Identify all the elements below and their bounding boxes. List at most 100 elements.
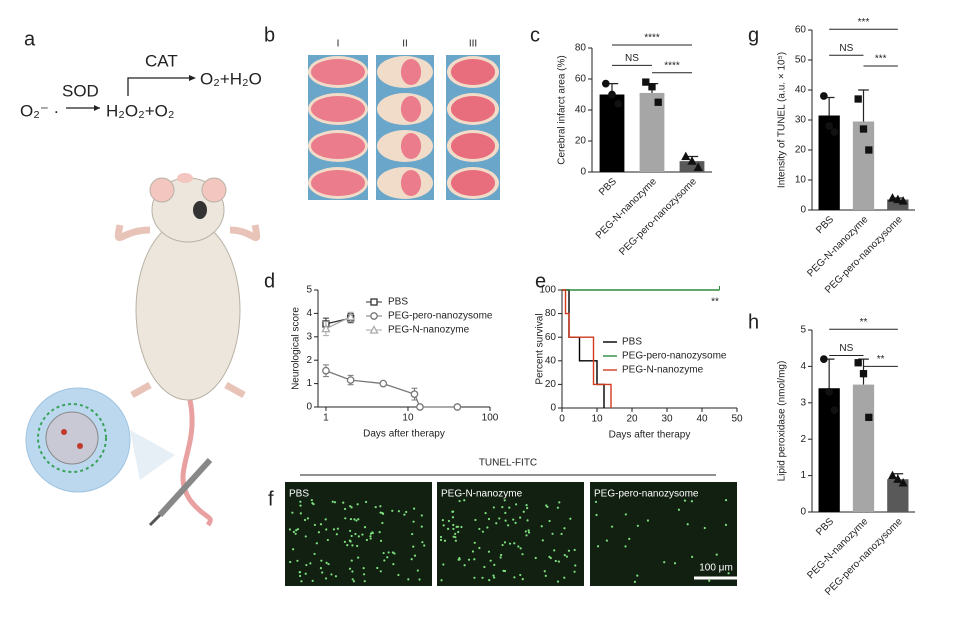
brain-photos (308, 55, 500, 200)
cell-dot (298, 574, 302, 578)
marker (370, 298, 378, 306)
cell-dot (569, 517, 572, 520)
slice-tissue (450, 59, 496, 85)
cell-dot (343, 507, 347, 511)
cell-dot (295, 529, 298, 532)
cell-dot (504, 511, 507, 514)
cell-dot (624, 545, 627, 548)
panel-label: h (748, 311, 759, 333)
bar (852, 384, 875, 512)
cell-dot (573, 570, 576, 573)
x-tick-label: PEG-N-nanozyme (805, 214, 870, 279)
cell-dot (515, 503, 518, 506)
cell-dot (412, 545, 415, 548)
y-tick-label: 30 (795, 115, 807, 126)
arrow (127, 77, 190, 96)
cell-dot (376, 566, 379, 570)
cell-dot (310, 498, 313, 502)
marker (854, 359, 862, 367)
cell-dot (289, 560, 292, 564)
y-tick-label: 20 (575, 136, 587, 147)
cell-dot (525, 534, 528, 537)
cell-dot (423, 544, 426, 547)
y-tick-label: 20 (545, 379, 557, 390)
cell-dot (504, 519, 507, 522)
x-tick-label: 30 (661, 414, 673, 425)
cell-dot (369, 537, 372, 540)
cell-dot (543, 570, 546, 573)
cell-dot (355, 519, 358, 522)
cell-dot (594, 500, 598, 504)
cell-dot (493, 563, 496, 566)
cell-dot (513, 576, 516, 579)
cell-dot (369, 535, 372, 538)
cell-dot (346, 544, 349, 547)
y-tick-label: 80 (575, 43, 587, 54)
x-tick-label: 100 (482, 413, 499, 424)
scheme-intermediate: H₂O₂+O₂ (106, 101, 174, 120)
cell-dot (498, 517, 501, 520)
cell-dot (500, 553, 503, 557)
cell-dot (320, 559, 323, 562)
cell-dot (636, 524, 639, 527)
marker (893, 194, 903, 204)
slice-tissue (450, 133, 496, 159)
cell-dot (541, 539, 544, 542)
cell-dot (548, 519, 551, 523)
slice-tissue (311, 170, 365, 196)
cell-dot (447, 519, 450, 523)
cell-dot (397, 573, 400, 577)
cell-dot (522, 510, 525, 513)
x-tick-label: 10 (591, 414, 603, 425)
legend-label: PEG-N-nanozyme (388, 325, 470, 336)
cell-dot (526, 507, 529, 510)
bar (887, 479, 909, 512)
cell-dot (454, 539, 457, 542)
cell-dot (405, 510, 408, 514)
cell-dot (636, 574, 639, 577)
marker (819, 355, 828, 363)
y-tick-label: 40 (575, 105, 587, 116)
y-axis-label: Intensity of TUNEL (a.u. × 10⁵) (777, 52, 788, 188)
cell-dot (452, 527, 455, 531)
cell-dot (527, 529, 530, 532)
y-axis-label: Cerebral infarct area (%) (557, 55, 568, 164)
cell-dot (563, 554, 566, 557)
cell-dot (324, 518, 327, 521)
significance-label: *** (875, 54, 887, 65)
x-tick-label: PBS (814, 516, 836, 538)
cell-dot (325, 528, 328, 531)
image-label: PEG-pero-nanozysome (594, 489, 699, 500)
cell-dot (478, 527, 481, 531)
cell-dot (420, 514, 423, 517)
cell-dot (691, 555, 694, 558)
cell-dot (349, 517, 353, 521)
y-tick-label: 0 (800, 205, 806, 216)
micrographs (285, 482, 737, 586)
cell-dot (344, 517, 347, 520)
marker (321, 323, 331, 333)
marker (346, 376, 355, 384)
series-line (325, 370, 458, 408)
cell-dot (362, 567, 365, 570)
cell-dot (546, 505, 549, 508)
cell-dot (683, 499, 687, 502)
cell-dot (499, 556, 502, 559)
cell-dot (478, 546, 481, 550)
cell-dot (501, 543, 504, 547)
cell-dot (484, 511, 487, 515)
cell-dot (487, 517, 491, 521)
cell-dot (481, 576, 484, 579)
cell-dot (393, 552, 396, 555)
marker (369, 325, 379, 334)
cell-dot (304, 535, 307, 538)
cell-dot (573, 548, 576, 552)
cell-dot (624, 513, 627, 516)
cell-dot (527, 531, 531, 534)
cell-dot (473, 541, 476, 544)
cell-dot (335, 533, 338, 536)
cell-dot (492, 506, 495, 509)
cell-dot (567, 549, 571, 552)
cell-dot (525, 504, 528, 507)
marker (893, 474, 903, 483)
